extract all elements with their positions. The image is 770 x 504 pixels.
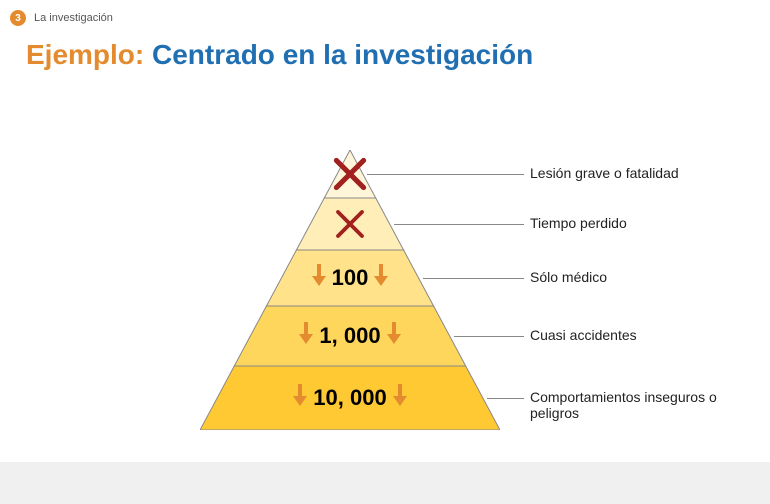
down-arrow-icon xyxy=(387,322,401,349)
pyramid-label: Cuasi accidentes xyxy=(530,327,637,343)
connector-line xyxy=(423,278,524,279)
down-arrow-icon xyxy=(393,384,407,411)
title-rest: Centrado en la investigación xyxy=(144,39,533,70)
down-arrow-icon xyxy=(374,264,388,291)
title-prefix: Ejemplo: xyxy=(26,39,144,70)
section-number-badge: 3 xyxy=(10,10,26,26)
pyramid-number: 10, 000 xyxy=(313,385,386,411)
pyramid-diagram: Lesión grave o fatalidad Tiempo perdido Só… xyxy=(200,150,760,460)
down-arrow-icon xyxy=(293,384,307,411)
page-title: Ejemplo: Centrado en la investigación xyxy=(26,38,533,72)
connector-line xyxy=(367,174,524,175)
slide: 3 La investigación Ejemplo: Centrado en … xyxy=(0,0,770,504)
pyramid-label: Sólo médico xyxy=(530,269,607,285)
pyramid-label: Lesión grave o fatalidad xyxy=(530,165,679,181)
pyramid-number: 100 xyxy=(332,265,369,291)
pyramid-labels: Lesión grave o fatalidad Tiempo perdido Só… xyxy=(530,150,760,450)
connector-line xyxy=(394,224,524,225)
section-name: La investigación xyxy=(34,12,113,24)
footer-band xyxy=(0,462,770,504)
cross-icon xyxy=(333,157,367,196)
connector-line xyxy=(487,398,524,399)
pyramid-number: 1, 000 xyxy=(319,323,380,349)
breadcrumb: 3 La investigación xyxy=(10,10,113,26)
down-arrow-icon xyxy=(299,322,313,349)
pyramid-number-row: 10, 000 xyxy=(200,384,500,411)
down-arrow-icon xyxy=(312,264,326,291)
cross-icon xyxy=(335,209,365,244)
pyramid-label: Comportamientos inseguros o peligros xyxy=(530,389,760,421)
connector-line xyxy=(454,336,524,337)
pyramid-label: Tiempo perdido xyxy=(530,215,627,231)
